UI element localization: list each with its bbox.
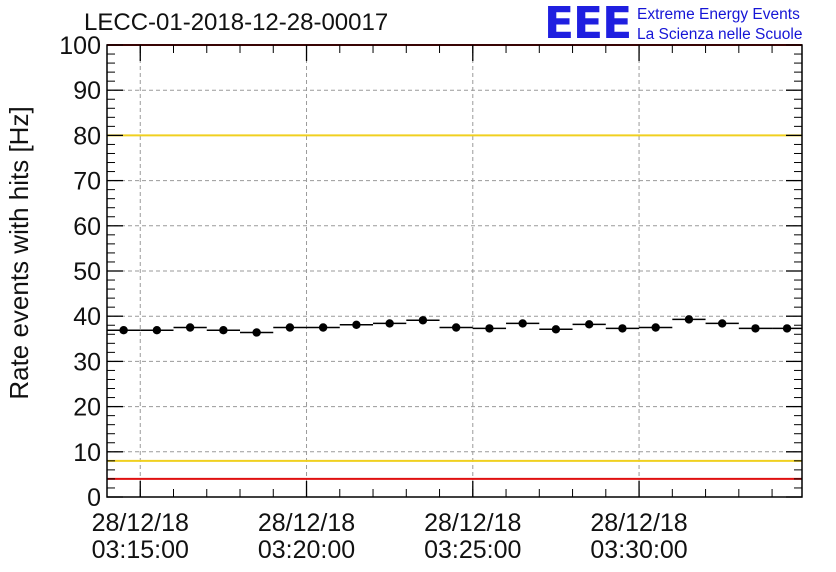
data-point (618, 324, 627, 333)
data-point (651, 323, 660, 332)
x-tick-label-time: 03:30:00 (590, 536, 687, 564)
y-tick-label: 90 (73, 77, 101, 105)
data-point (485, 324, 494, 333)
data-point (751, 324, 760, 333)
data-point (584, 320, 594, 329)
data-point (717, 319, 727, 328)
x-tick-label-time: 03:15:00 (92, 536, 189, 564)
data-point (219, 326, 228, 335)
x-axis: 28/12/1803:15:0028/12/1803:20:0028/12/18… (92, 45, 773, 564)
y-tick-label: 60 (73, 213, 101, 241)
eee-logo-line2: La Scienza nelle Scuole (637, 26, 803, 43)
data-point (385, 319, 394, 328)
y-axis: 0 10 20 30 40 50 60 70 80 90 100 (59, 32, 802, 512)
x-tick-label-date: 28/12/18 (92, 509, 189, 537)
y-tick-label: 10 (73, 439, 101, 467)
x-tick-label-date: 28/12/18 (590, 509, 687, 537)
data-point (252, 328, 261, 337)
data-point (285, 323, 295, 332)
data-point (119, 326, 128, 335)
y-tick-label: 40 (73, 303, 101, 331)
y-tick-label: 0 (87, 484, 101, 512)
grid (107, 45, 802, 497)
data-point (318, 323, 328, 332)
eee-logo-line1: Extreme Energy Events (637, 6, 800, 23)
y-tick-label: 30 (73, 348, 101, 376)
eee-logo-mark: EEE (544, 0, 632, 49)
x-tick-label-time: 03:20:00 (258, 536, 355, 564)
data-point (352, 320, 361, 329)
x-tick-label-date: 28/12/18 (258, 509, 355, 537)
data-points (107, 315, 802, 337)
data-point (451, 323, 461, 332)
y-tick-label: 80 (73, 122, 101, 150)
data-point (551, 325, 561, 334)
data-point (782, 324, 792, 333)
reference-lines (107, 44, 802, 480)
data-point (152, 326, 162, 335)
y-tick-label: 50 (73, 258, 101, 286)
y-tick-label: 20 (73, 394, 101, 422)
data-point (684, 315, 694, 324)
data-point (418, 316, 428, 325)
data-point (185, 323, 195, 332)
y-axis-label: Rate events with hits [Hz] (4, 106, 34, 399)
x-tick-label-time: 03:25:00 (424, 536, 521, 564)
data-point (518, 319, 527, 328)
eee-logo: EEE Extreme Energy Events La Scienza nel… (540, 2, 830, 46)
x-tick-label-date: 28/12/18 (424, 509, 521, 537)
y-tick-label: 100 (59, 32, 101, 60)
y-tick-label: 70 (73, 168, 101, 196)
chart-title: LECC-01-2018-12-28-00017 (84, 9, 389, 36)
